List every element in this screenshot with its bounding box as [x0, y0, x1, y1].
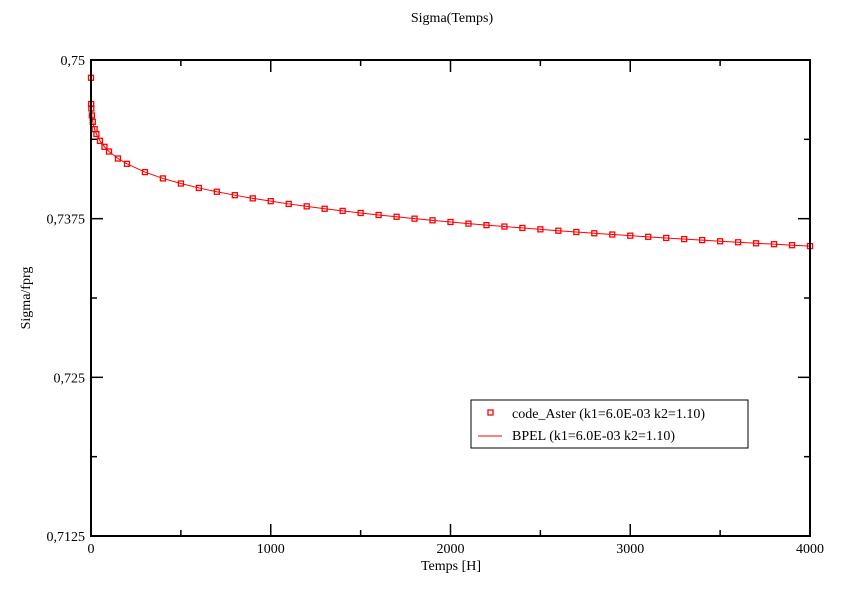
x-axis-label: Temps [H] [421, 559, 481, 574]
code-aster-marker [159, 175, 167, 182]
code-aster-marker [177, 180, 185, 187]
code-aster-marker [231, 192, 238, 199]
code-aster-marker [393, 213, 400, 220]
code-aster-marker [788, 242, 796, 249]
code-aster-marker [447, 218, 454, 226]
code-aster-marker [141, 168, 149, 176]
code-aster-marker [96, 137, 104, 145]
code-aster-marker [339, 207, 346, 215]
code-aster-marker [645, 233, 652, 240]
chart-title: Sigma(Temps) [411, 11, 494, 26]
code-aster-marker [681, 235, 688, 243]
code-aster-marker [699, 236, 706, 244]
code-aster-marker [267, 197, 274, 205]
code-aster-marker [537, 226, 544, 233]
x-tick-label: 1000 [257, 542, 285, 557]
code-aster-marker [375, 211, 382, 219]
bpel-series-line [90, 77, 811, 247]
plot-frame [90, 59, 811, 537]
code-aster-marker [770, 241, 778, 248]
x-tick-label: 0 [88, 542, 95, 557]
legend-marker-icon [487, 409, 494, 416]
code-aster-marker [213, 188, 220, 195]
code-aster-marker [249, 195, 256, 202]
x-tick-label: 2000 [437, 542, 465, 557]
code-aster-marker [716, 238, 724, 245]
code-aster-marker [123, 160, 131, 167]
x-tick-label: 4000 [796, 542, 824, 557]
x-tick-label: 3000 [616, 542, 644, 557]
code-aster-marker [501, 223, 508, 230]
legend-box [470, 399, 749, 449]
code-aster-marker [411, 215, 418, 222]
code-aster-marker [285, 200, 292, 208]
plot-area [87, 74, 814, 250]
code-aster-marker [321, 205, 328, 212]
code-aster-marker [465, 220, 472, 227]
code-aster-marker [752, 240, 760, 247]
legend: code_Aster (k1=6.0E-03 k2=1.10) BPEL (k1… [470, 399, 749, 449]
code-aster-marker [573, 228, 580, 236]
code-aster-marker [114, 155, 122, 162]
legend-label-code-aster: code_Aster (k1=6.0E-03 k2=1.10) [512, 407, 705, 422]
code-aster-marker [519, 224, 526, 232]
code-aster-marker [591, 230, 598, 237]
code-aster-marker [105, 148, 113, 155]
y-axis-label: Sigma/fprg [19, 267, 34, 330]
code-aster-marker [357, 209, 364, 217]
y-tick-label: 0,7375 [47, 213, 86, 228]
axis-ticks: 0 1000 2000 3000 4000 0,7125 0,725 0,7375 0,75 [47, 54, 825, 557]
code-aster-marker [483, 221, 490, 229]
legend-label-bpel: BPEL (k1=6.0E-03 k2=1.10) [512, 429, 675, 444]
code-aster-marker [734, 239, 742, 246]
y-tick-label: 0,725 [54, 371, 86, 386]
code-aster-marker [303, 203, 310, 210]
code-aster-marker [101, 143, 108, 150]
code-aster-marker [93, 130, 100, 138]
code-aster-marker [627, 232, 634, 239]
code-aster-marker [429, 217, 436, 224]
code-aster-marker [609, 231, 616, 238]
y-tick-label: 0,7125 [47, 530, 86, 545]
code-aster-marker [195, 184, 203, 192]
code-aster-marker [555, 227, 562, 234]
y-tick-label: 0,75 [61, 54, 86, 69]
code-aster-marker [663, 234, 670, 242]
